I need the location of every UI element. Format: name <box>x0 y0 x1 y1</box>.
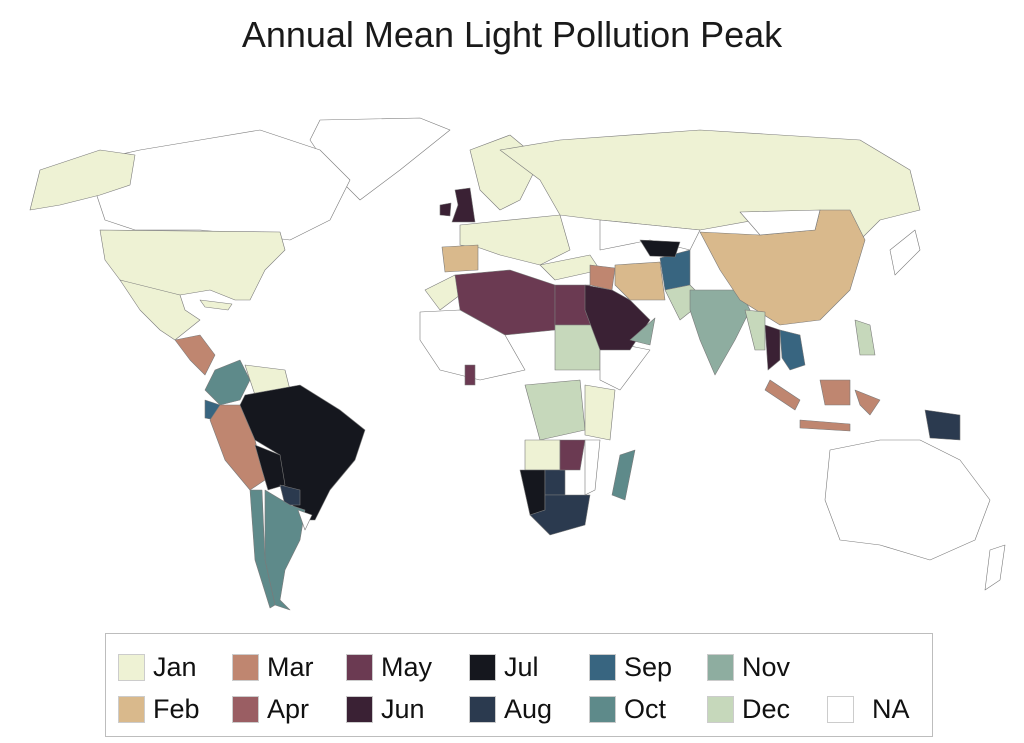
legend-swatch <box>589 653 616 681</box>
country-usa <box>99 229 286 301</box>
country-borneo <box>819 379 851 406</box>
legend-swatch <box>707 653 734 681</box>
country-colombia <box>204 359 251 406</box>
legend-label: Jan <box>153 651 197 682</box>
country-chile <box>249 489 276 609</box>
legend-label: Jul <box>504 651 539 682</box>
legend-swatch <box>707 695 734 723</box>
legend-swatch <box>589 695 616 723</box>
legend-swatch <box>469 695 496 723</box>
country-botswana <box>544 469 566 496</box>
map-title: Annual Mean Light Pollution Peak <box>241 14 783 55</box>
country-canada <box>94 129 351 241</box>
country-new-zealand <box>984 544 1006 591</box>
country-horn-of-africa <box>599 339 651 391</box>
country-vietnam-cambodia <box>779 329 806 371</box>
legend-item-dec: Dec <box>707 694 790 724</box>
country-thailand <box>764 324 781 371</box>
country-sumatra <box>764 379 801 411</box>
country-uzbekistan <box>639 239 681 258</box>
country-paraguay <box>279 484 301 506</box>
legend-swatch <box>232 695 259 723</box>
country-japan <box>889 229 921 276</box>
country-philippines <box>854 319 876 356</box>
legend-swatch <box>346 653 373 681</box>
legend-label: Oct <box>624 693 667 724</box>
legend-item-mar: Mar <box>232 652 314 682</box>
legend-label: Apr <box>267 693 310 724</box>
country-drc <box>524 379 586 441</box>
country-angola <box>524 439 561 471</box>
country-namibia <box>519 469 546 516</box>
legend-item-apr: Apr <box>232 694 309 724</box>
legend-label: Dec <box>742 693 791 724</box>
legend-swatch <box>346 695 373 723</box>
legend-item-may: May <box>346 652 432 682</box>
country-morocco <box>424 274 461 311</box>
legend-item-feb: Feb <box>118 694 200 724</box>
country-java <box>799 419 851 432</box>
country-papua-new-guinea <box>924 409 961 441</box>
legend-label: Sep <box>624 651 673 682</box>
country-central-america <box>174 334 216 376</box>
country-madagascar <box>611 449 636 501</box>
country-uruguay <box>297 509 313 531</box>
legend-label: Mar <box>267 651 314 682</box>
legend-label: Nov <box>742 651 791 682</box>
legend-item-nov: Nov <box>707 652 790 682</box>
country-iran <box>614 261 666 301</box>
legend-item-oct: Oct <box>589 694 666 724</box>
legend-item-jul: Jul <box>469 652 539 682</box>
country-sulawesi <box>854 389 881 416</box>
legend-item-jan: Jan <box>118 652 197 682</box>
country-kenya-tanzania <box>584 384 616 441</box>
legend-swatch <box>827 695 854 723</box>
country-ireland <box>439 202 452 217</box>
legend-label: Jun <box>381 693 425 724</box>
country-iraq <box>589 264 616 291</box>
country-india <box>689 289 751 376</box>
legend: Jan Mar May Jul Sep Nov Feb Apr Jun Aug … <box>105 633 933 737</box>
country-alaska <box>29 149 136 211</box>
country-zimbabwe <box>559 439 586 471</box>
country-bolivia <box>254 444 286 491</box>
country-myanmar <box>744 309 766 351</box>
country-mexico <box>119 279 201 341</box>
country-uk <box>451 187 476 223</box>
country-oman <box>629 317 656 346</box>
legend-label: NA <box>872 693 910 724</box>
country-spain <box>441 244 479 273</box>
country-west-africa <box>419 309 526 381</box>
legend-item-na: NA <box>827 694 910 724</box>
legend-label: Feb <box>153 693 200 724</box>
country-ghana <box>464 364 476 386</box>
country-mongolia <box>739 209 821 236</box>
legend-label: May <box>381 651 433 682</box>
country-south-africa <box>529 494 591 536</box>
legend-swatch <box>118 653 145 681</box>
legend-swatch <box>118 695 145 723</box>
legend-swatch <box>232 653 259 681</box>
legend-item-sep: Sep <box>589 652 672 682</box>
legend-item-aug: Aug <box>469 694 552 724</box>
legend-item-jun: Jun <box>346 694 425 724</box>
legend-swatch <box>469 653 496 681</box>
country-mozambique <box>584 439 601 496</box>
country-cuba <box>199 299 233 311</box>
country-western-europe <box>459 214 571 266</box>
legend-label: Aug <box>504 693 553 724</box>
country-australia <box>824 439 991 561</box>
